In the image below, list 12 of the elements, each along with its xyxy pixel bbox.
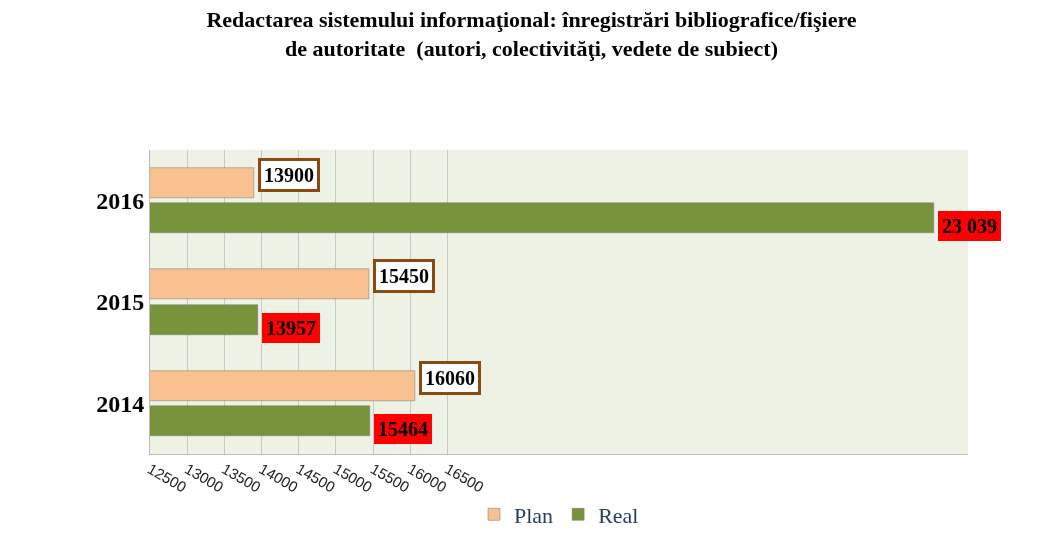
data-label: 15464 [378,418,428,440]
data-label: 13900 [264,164,314,186]
y-tick-label: 2016 [96,188,145,215]
data-label: 23 039 [942,215,997,237]
y-tick-label: 2015 [96,289,145,316]
y-tick-label: 2014 [96,390,145,417]
chart-title: Redactarea sistemului informaţional: înregistrări bibliografice/fişiere de autoritate (autori, colectivităţi, vedete de subiect) [206,7,857,61]
data-label: 16060 [425,367,475,389]
legend-label: Plan [514,502,554,528]
data-label: 15450 [379,265,429,287]
data-label: 13957 [266,317,316,339]
legend-label: Real [598,502,639,528]
